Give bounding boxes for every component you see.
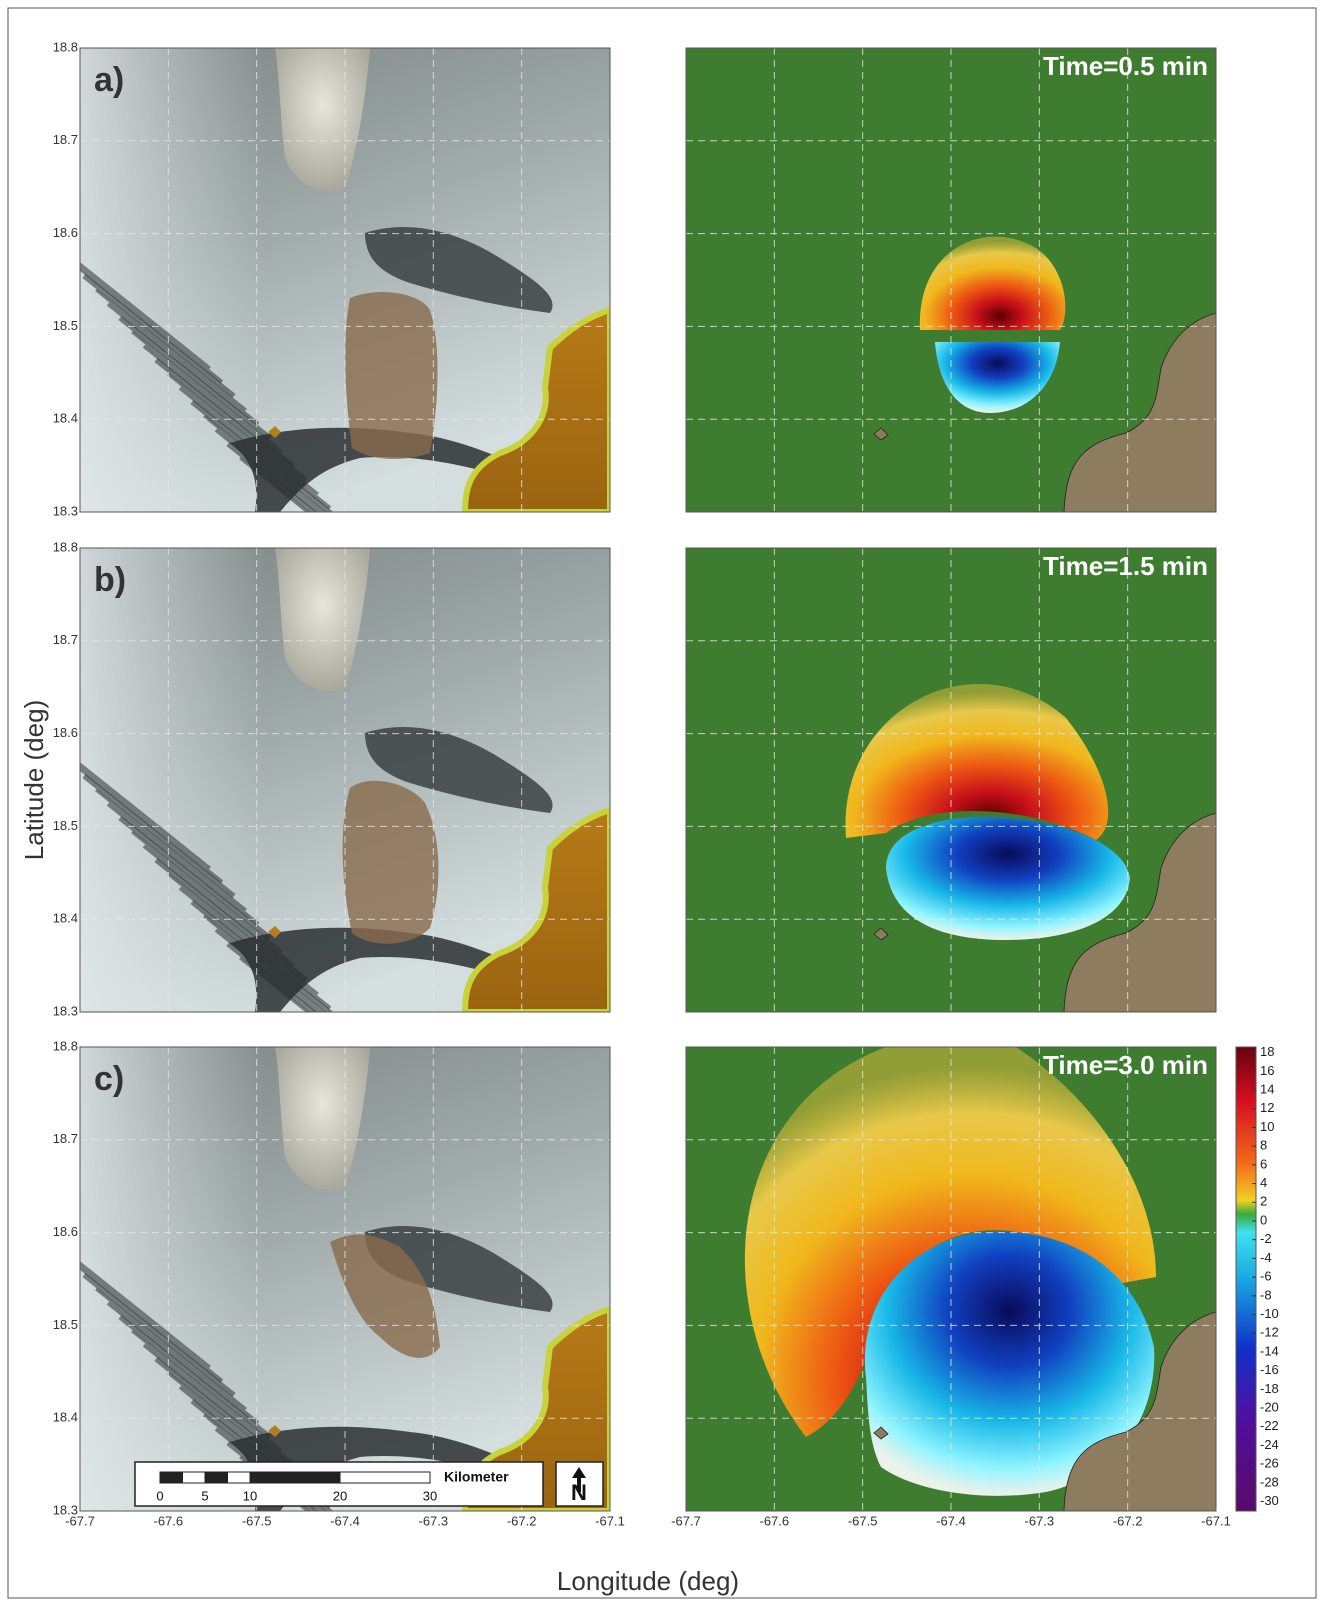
colorbar-label: 0: [1260, 1212, 1267, 1227]
scale-bar-segment: [205, 1472, 228, 1483]
panel-label: c): [94, 1060, 124, 1098]
x-tick-label: -67.1: [595, 1513, 625, 1528]
y-tick-label: 18.3: [53, 1502, 78, 1517]
colorbar-label: -22: [1260, 1418, 1279, 1433]
colorbar-label: -10: [1260, 1306, 1279, 1321]
colorbar-label: -8: [1260, 1287, 1272, 1302]
map-panel: [686, 1047, 1216, 1511]
x-axis-label: Longitude (deg): [557, 1566, 739, 1596]
scale-bar-label: 30: [423, 1488, 437, 1503]
y-tick-label: 18.3: [53, 503, 78, 518]
colorbar-label: 14: [1260, 1081, 1274, 1096]
x-tick-label: -67.2: [1113, 1513, 1143, 1528]
x-tick-label: -67.5: [848, 1513, 878, 1528]
x-tick-label: -67.1: [1201, 1513, 1231, 1528]
y-tick-label: 18.7: [53, 1131, 78, 1146]
colorbar-label: 2: [1260, 1194, 1267, 1209]
north-label: N: [571, 1480, 587, 1505]
y-tick-label: 18.8: [53, 1038, 78, 1053]
scale-bar-label: 0: [156, 1488, 163, 1503]
colorbar-label: 16: [1260, 1063, 1274, 1078]
y-tick-label: 18.6: [53, 725, 78, 740]
x-tick-label: -67.5: [242, 1513, 272, 1528]
y-tick-label: 18.5: [53, 818, 78, 833]
colorbar-label: -18: [1260, 1381, 1279, 1396]
scale-bar-unit: Kilometer: [444, 1469, 509, 1485]
y-tick-label: 18.3: [53, 1003, 78, 1018]
map-panel: [686, 48, 1216, 512]
colorbar-label: 10: [1260, 1119, 1274, 1134]
colorbar-label: 4: [1260, 1175, 1267, 1190]
scale-bar-segment: [340, 1472, 430, 1483]
colorbar-label: 8: [1260, 1138, 1267, 1153]
time-label: Time=1.5 min: [1043, 551, 1208, 581]
y-tick-label: 18.4: [53, 1410, 78, 1425]
colorbar-label: 18: [1260, 1044, 1274, 1059]
colorbar-label: -24: [1260, 1437, 1279, 1452]
y-tick-label: 18.5: [53, 1317, 78, 1332]
figure: Latitude (deg) Longitude (deg) 18.3 18.4 1…: [0, 0, 1324, 1606]
colorbar-label: 12: [1260, 1100, 1274, 1115]
scale-bar-segment: [250, 1472, 340, 1483]
colorbar-label: 6: [1260, 1156, 1267, 1171]
x-tick-label: -67.7: [671, 1513, 701, 1528]
y-tick-label: 18.7: [53, 132, 78, 147]
y-tick-label: 18.4: [53, 911, 78, 926]
colorbar-label: -14: [1260, 1343, 1279, 1358]
scale-bar-segment: [228, 1472, 251, 1483]
x-tick-label: -67.2: [507, 1513, 537, 1528]
colorbar-label: -30: [1260, 1493, 1279, 1508]
time-label: Time=3.0 min: [1043, 1050, 1208, 1080]
y-tick-label: 18.8: [53, 539, 78, 554]
colorbar-label: -28: [1260, 1474, 1279, 1489]
y-tick-label: 18.7: [53, 632, 78, 647]
colorbar-label: -6: [1260, 1269, 1272, 1284]
slide-mass: [345, 292, 437, 459]
y-tick-label: 18.5: [53, 318, 78, 333]
y-tick-label: 18.6: [53, 1224, 78, 1239]
y-axis-label: Latitude (deg): [19, 700, 49, 860]
colorbar-label: -16: [1260, 1362, 1279, 1377]
colorbar-label: -26: [1260, 1456, 1279, 1471]
y-tick-label: 18.8: [53, 39, 78, 54]
map-panel: [60, 48, 610, 578]
y-tick-label: 18.4: [53, 411, 78, 426]
scale-bar-label: 5: [201, 1488, 208, 1503]
colorbar-label: -4: [1260, 1250, 1272, 1265]
time-label: Time=0.5 min: [1043, 51, 1208, 81]
y-tick-label: 18.6: [53, 225, 78, 240]
colorbar-label: -20: [1260, 1400, 1279, 1415]
colorbar-label: -12: [1260, 1325, 1279, 1340]
x-tick-label: -67.6: [154, 1513, 184, 1528]
panel-label: a): [94, 61, 124, 99]
scale-bar-label: 10: [243, 1488, 257, 1503]
x-tick-label: -67.4: [330, 1513, 360, 1528]
map-panel: [686, 548, 1216, 1012]
panel-label: b): [94, 561, 126, 599]
colorbar: [1236, 1047, 1256, 1511]
x-tick-label: -67.6: [760, 1513, 790, 1528]
x-tick-label: -67.4: [936, 1513, 966, 1528]
scale-bar-segment: [183, 1472, 206, 1483]
colorbar-label: -2: [1260, 1231, 1272, 1246]
scale-bar-segment: [160, 1472, 183, 1483]
map-panel: [60, 548, 610, 1078]
x-tick-label: -67.3: [1025, 1513, 1055, 1528]
scale-bar-label: 20: [333, 1488, 347, 1503]
x-tick-label: -67.3: [419, 1513, 449, 1528]
